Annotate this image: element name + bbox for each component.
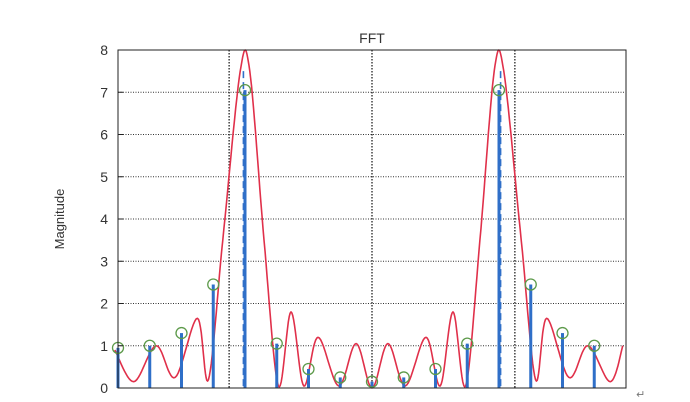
y-tick-label-3: 3 [100,253,108,269]
stem-marker-9 [397,371,410,384]
stem-marker-4 [238,83,252,97]
y-axis: 0 1 2 3 4 5 6 7 8 [100,42,123,396]
stem-marker-6 [302,362,315,376]
return-mark: ↵ [636,388,645,401]
y-axis-label: Magnitude [52,189,67,250]
y-tick-label-0: 0 [100,380,108,396]
stem-marker-13 [524,278,537,291]
stem-marker-15 [588,339,601,352]
stem-marker-2 [175,326,188,340]
y-tick-label-5: 5 [100,169,108,185]
reference-lines [228,50,516,388]
stem-marker-5 [270,337,283,350]
stem-marker-7 [334,371,347,384]
stem-marker-8 [365,375,379,388]
stem-marker-1 [143,339,156,352]
y-tick-label-6: 6 [100,127,108,143]
stem-marker-3 [207,278,220,291]
stem-marker-14 [556,326,569,340]
stem-marker-10 [429,362,442,376]
stem-marker-12 [492,83,506,97]
y-tick-label-4: 4 [100,211,108,227]
y-tick-label-2: 2 [100,296,108,312]
y-tick-label-1: 1 [100,338,108,354]
chart-title: FFT [359,30,385,46]
y-tick-label-7: 7 [100,84,108,100]
stem-series [111,83,601,388]
stem-marker-11 [461,337,474,350]
y-tick-label-8: 8 [100,42,108,58]
